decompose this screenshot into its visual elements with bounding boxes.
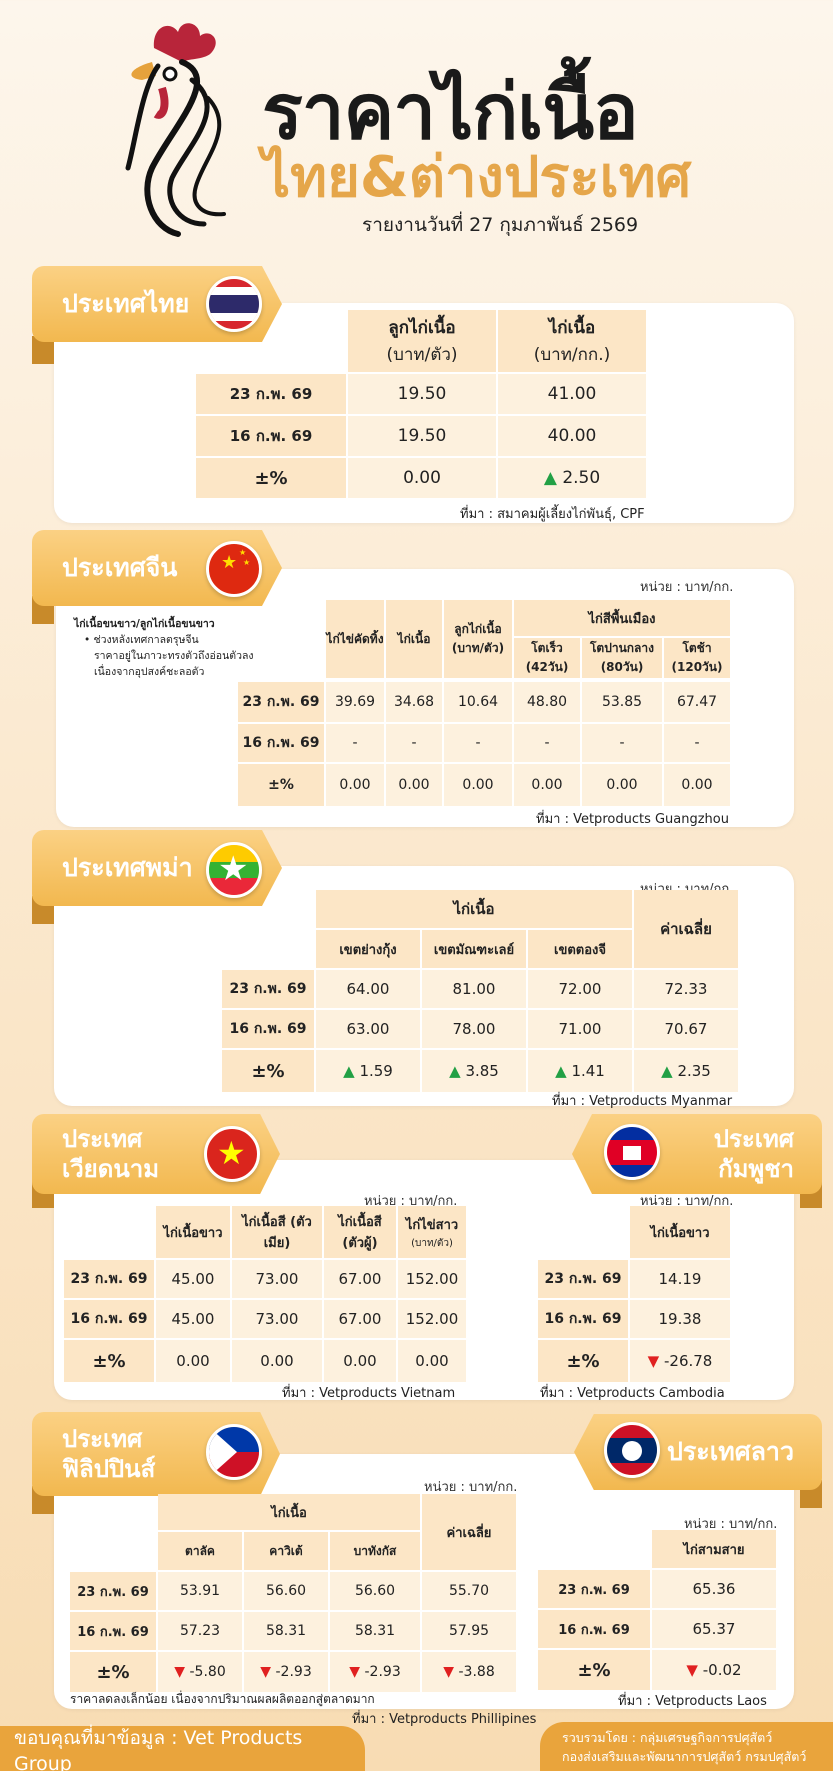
arrow-down-icon: ▼ [647, 1352, 660, 1370]
table-row: ±% ▼ -26.78 [538, 1340, 730, 1382]
table-row: ±% 0.00 0.00 0.00 0.00 0.00 0.00 [238, 764, 730, 806]
table-row: ±% ▼ -0.02 [538, 1650, 776, 1690]
vietnam-flag-icon: ★ [204, 1126, 260, 1182]
philippines-note: ราคาลดลงเล็กน้อย เนื่องจากปริมาณผลผลิตออ… [70, 1692, 375, 1706]
arrow-down-icon: ▼ [349, 1664, 361, 1680]
table-row: 23 ก.พ. 69 39.69 34.68 10.64 48.80 53.85… [238, 682, 730, 722]
philippines-tab-line1: ประเทศ [62, 1425, 143, 1453]
cambodia-table: ไก่เนื้อขาว 23 ก.พ. 69 14.19 16 ก.พ. 69 … [536, 1204, 732, 1384]
china-unit: หน่วย : บาท/กก. [640, 580, 734, 595]
philippines-flag-icon [206, 1424, 262, 1480]
table-row: 23 ก.พ. 69 19.50 41.00 [196, 374, 646, 414]
rooster-logo [125, 23, 226, 237]
arrow-down-icon: ▼ [443, 1664, 455, 1680]
cambodia-tab-line1: ประเทศ [713, 1125, 794, 1153]
table-row: 16 ก.พ. 69 19.50 40.00 [196, 416, 646, 456]
table-row: ±% ▼ -5.80 ▼ -2.93 ▼ -2.93 ▼ -3.88 [70, 1652, 516, 1692]
table-row: 16 ก.พ. 69 65.37 [538, 1610, 776, 1648]
arrow-up-icon: ▲ [343, 1062, 355, 1080]
arrow-up-icon: ▲ [555, 1062, 567, 1080]
tab-fold [32, 336, 54, 364]
thailand-flag-icon [206, 276, 262, 332]
china-table: ไก่ไข่คัดทิ้ง ไก่เนื้อ ลูกไก่เนื้อ (บาท/… [236, 598, 732, 808]
cambodia-source: ที่มา : Vetproducts Cambodia [540, 1386, 725, 1401]
cambodia-tab-line2: กัมพูชา [718, 1155, 794, 1183]
thailand-source: ที่มา : สมาคมผู้เลี้ยงไก่พันธุ์, CPF [460, 507, 645, 522]
arrow-up-icon: ▲ [661, 1062, 673, 1080]
laos-unit: หน่วย : บาท/กก. [684, 1517, 778, 1532]
vietnam-tab-line2: เวียดนาม [62, 1155, 160, 1183]
page-title: ราคาไก่เนื้อ [262, 67, 639, 156]
arrow-down-icon: ▼ [174, 1664, 186, 1680]
thailand-tab-label: ประเทศไทย [62, 289, 190, 318]
report-date: รายงานวันที่ 27 กุมภาพันธ์ 2569 [362, 214, 639, 236]
thailand-table: ลูกไก่เนื้อ (บาท/ตัว) ไก่เนื้อ (บาท/กก.) 2… [194, 308, 648, 500]
myanmar-flag-icon: ★ [206, 842, 262, 898]
laos-flag-icon [604, 1422, 660, 1478]
table-row: ±% 0.00 ▲ 2.50 [196, 458, 646, 498]
table-row: 23 ก.พ. 69 64.00 81.00 72.00 72.33 [222, 970, 738, 1008]
laos-source: ที่มา : Vetproducts Laos [618, 1694, 767, 1709]
myanmar-table: ไก่เนื้อ ค่าเฉลี่ย เขตย่างกุ้ง เขตมัณฑะเ… [220, 888, 740, 1094]
china-flag-icon: ★ ★ ★ [206, 541, 262, 597]
arrow-up-icon: ▲ [543, 468, 557, 488]
myanmar-tab-label: ประเทศพม่า [62, 853, 193, 882]
laos-tab-label: ประเทศลาว [666, 1437, 794, 1466]
table-row: 23 ก.พ. 69 45.00 73.00 67.00 152.00 [64, 1260, 466, 1298]
vietnam-unit: หน่วย : บาท/กก. [364, 1194, 458, 1209]
table-row: 16 ก.พ. 69 19.38 [538, 1300, 730, 1338]
thailand-col-chick: ลูกไก่เนื้อ (บาท/ตัว) [348, 310, 496, 372]
cambodia-unit: หน่วย : บาท/กก. [640, 1194, 734, 1209]
table-row: 16 ก.พ. 69 57.23 58.31 58.31 57.95 [70, 1612, 516, 1650]
philippines-table: ไก่เนื้อ ค่าเฉลี่ย ตาลัค คาวิเต้ บาทังกั… [68, 1492, 518, 1694]
thailand-col-broiler: ไก่เนื้อ (บาท/กก.) [498, 310, 646, 372]
china-tab-label: ประเทศจีน [62, 553, 178, 582]
philippines-unit: หน่วย : บาท/กก. [424, 1480, 518, 1495]
arrow-up-icon: ▲ [449, 1062, 461, 1080]
table-row: 23 ก.พ. 69 53.91 56.60 56.60 55.70 [70, 1572, 516, 1610]
arrow-down-icon: ▼ [260, 1664, 272, 1680]
cambodia-flag-icon [604, 1124, 660, 1180]
laos-table: ไก่สามสาย 23 ก.พ. 69 65.36 16 ก.พ. 69 65… [536, 1528, 778, 1692]
table-row: 16 ก.พ. 69 45.00 73.00 67.00 152.00 [64, 1300, 466, 1338]
vietnam-tab-line1: ประเทศ [62, 1125, 143, 1153]
china-source: ที่มา : Vetproducts Guangzhou [536, 812, 729, 827]
philippines-tab-line2: ฟิลิปปินส์ [62, 1455, 156, 1483]
arrow-down-icon: ▼ [686, 1661, 698, 1679]
vietnam-source: ที่มา : Vetproducts Vietnam [282, 1386, 456, 1401]
table-row: 16 ก.พ. 69 - - - - - - [238, 724, 730, 762]
page-subtitle: ไทย&ต่างประเทศ [262, 145, 692, 210]
table-row: ±% ▲ 1.59 ▲ 3.85 ▲ 1.41 ▲ 2.35 [222, 1050, 738, 1092]
philippines-source: ที่มา : Vetproducts Phillipines [352, 1712, 537, 1727]
table-row: 23 ก.พ. 69 14.19 [538, 1260, 730, 1298]
myanmar-source: ที่มา : Vetproducts Myanmar [552, 1094, 733, 1109]
table-row: ±% 0.00 0.00 0.00 0.00 [64, 1340, 466, 1382]
footer-compiled: รวบรวมโดย : กลุ่มเศรษฐกิจการปศุสัตว์ กอง… [540, 1722, 833, 1771]
vietnam-table: ไก่เนื้อขาว ไก่เนื้อสี (ตัวเมีย) ไก่เนื้… [62, 1204, 468, 1384]
footer-thanks: ขอบคุณที่มาข้อมูล : Vet Products Group [0, 1726, 365, 1771]
table-row: 16 ก.พ. 69 63.00 78.00 71.00 70.67 [222, 1010, 738, 1048]
china-note: ไก่เนื้อขนขาว/ลูกไก่เนื้อขนขาว • ช่วงหลั… [74, 618, 254, 678]
table-row: 23 ก.พ. 69 65.36 [538, 1570, 776, 1608]
